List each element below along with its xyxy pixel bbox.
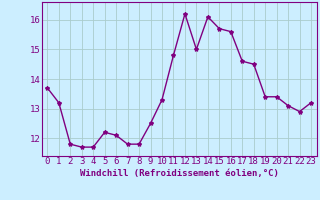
X-axis label: Windchill (Refroidissement éolien,°C): Windchill (Refroidissement éolien,°C)	[80, 169, 279, 178]
